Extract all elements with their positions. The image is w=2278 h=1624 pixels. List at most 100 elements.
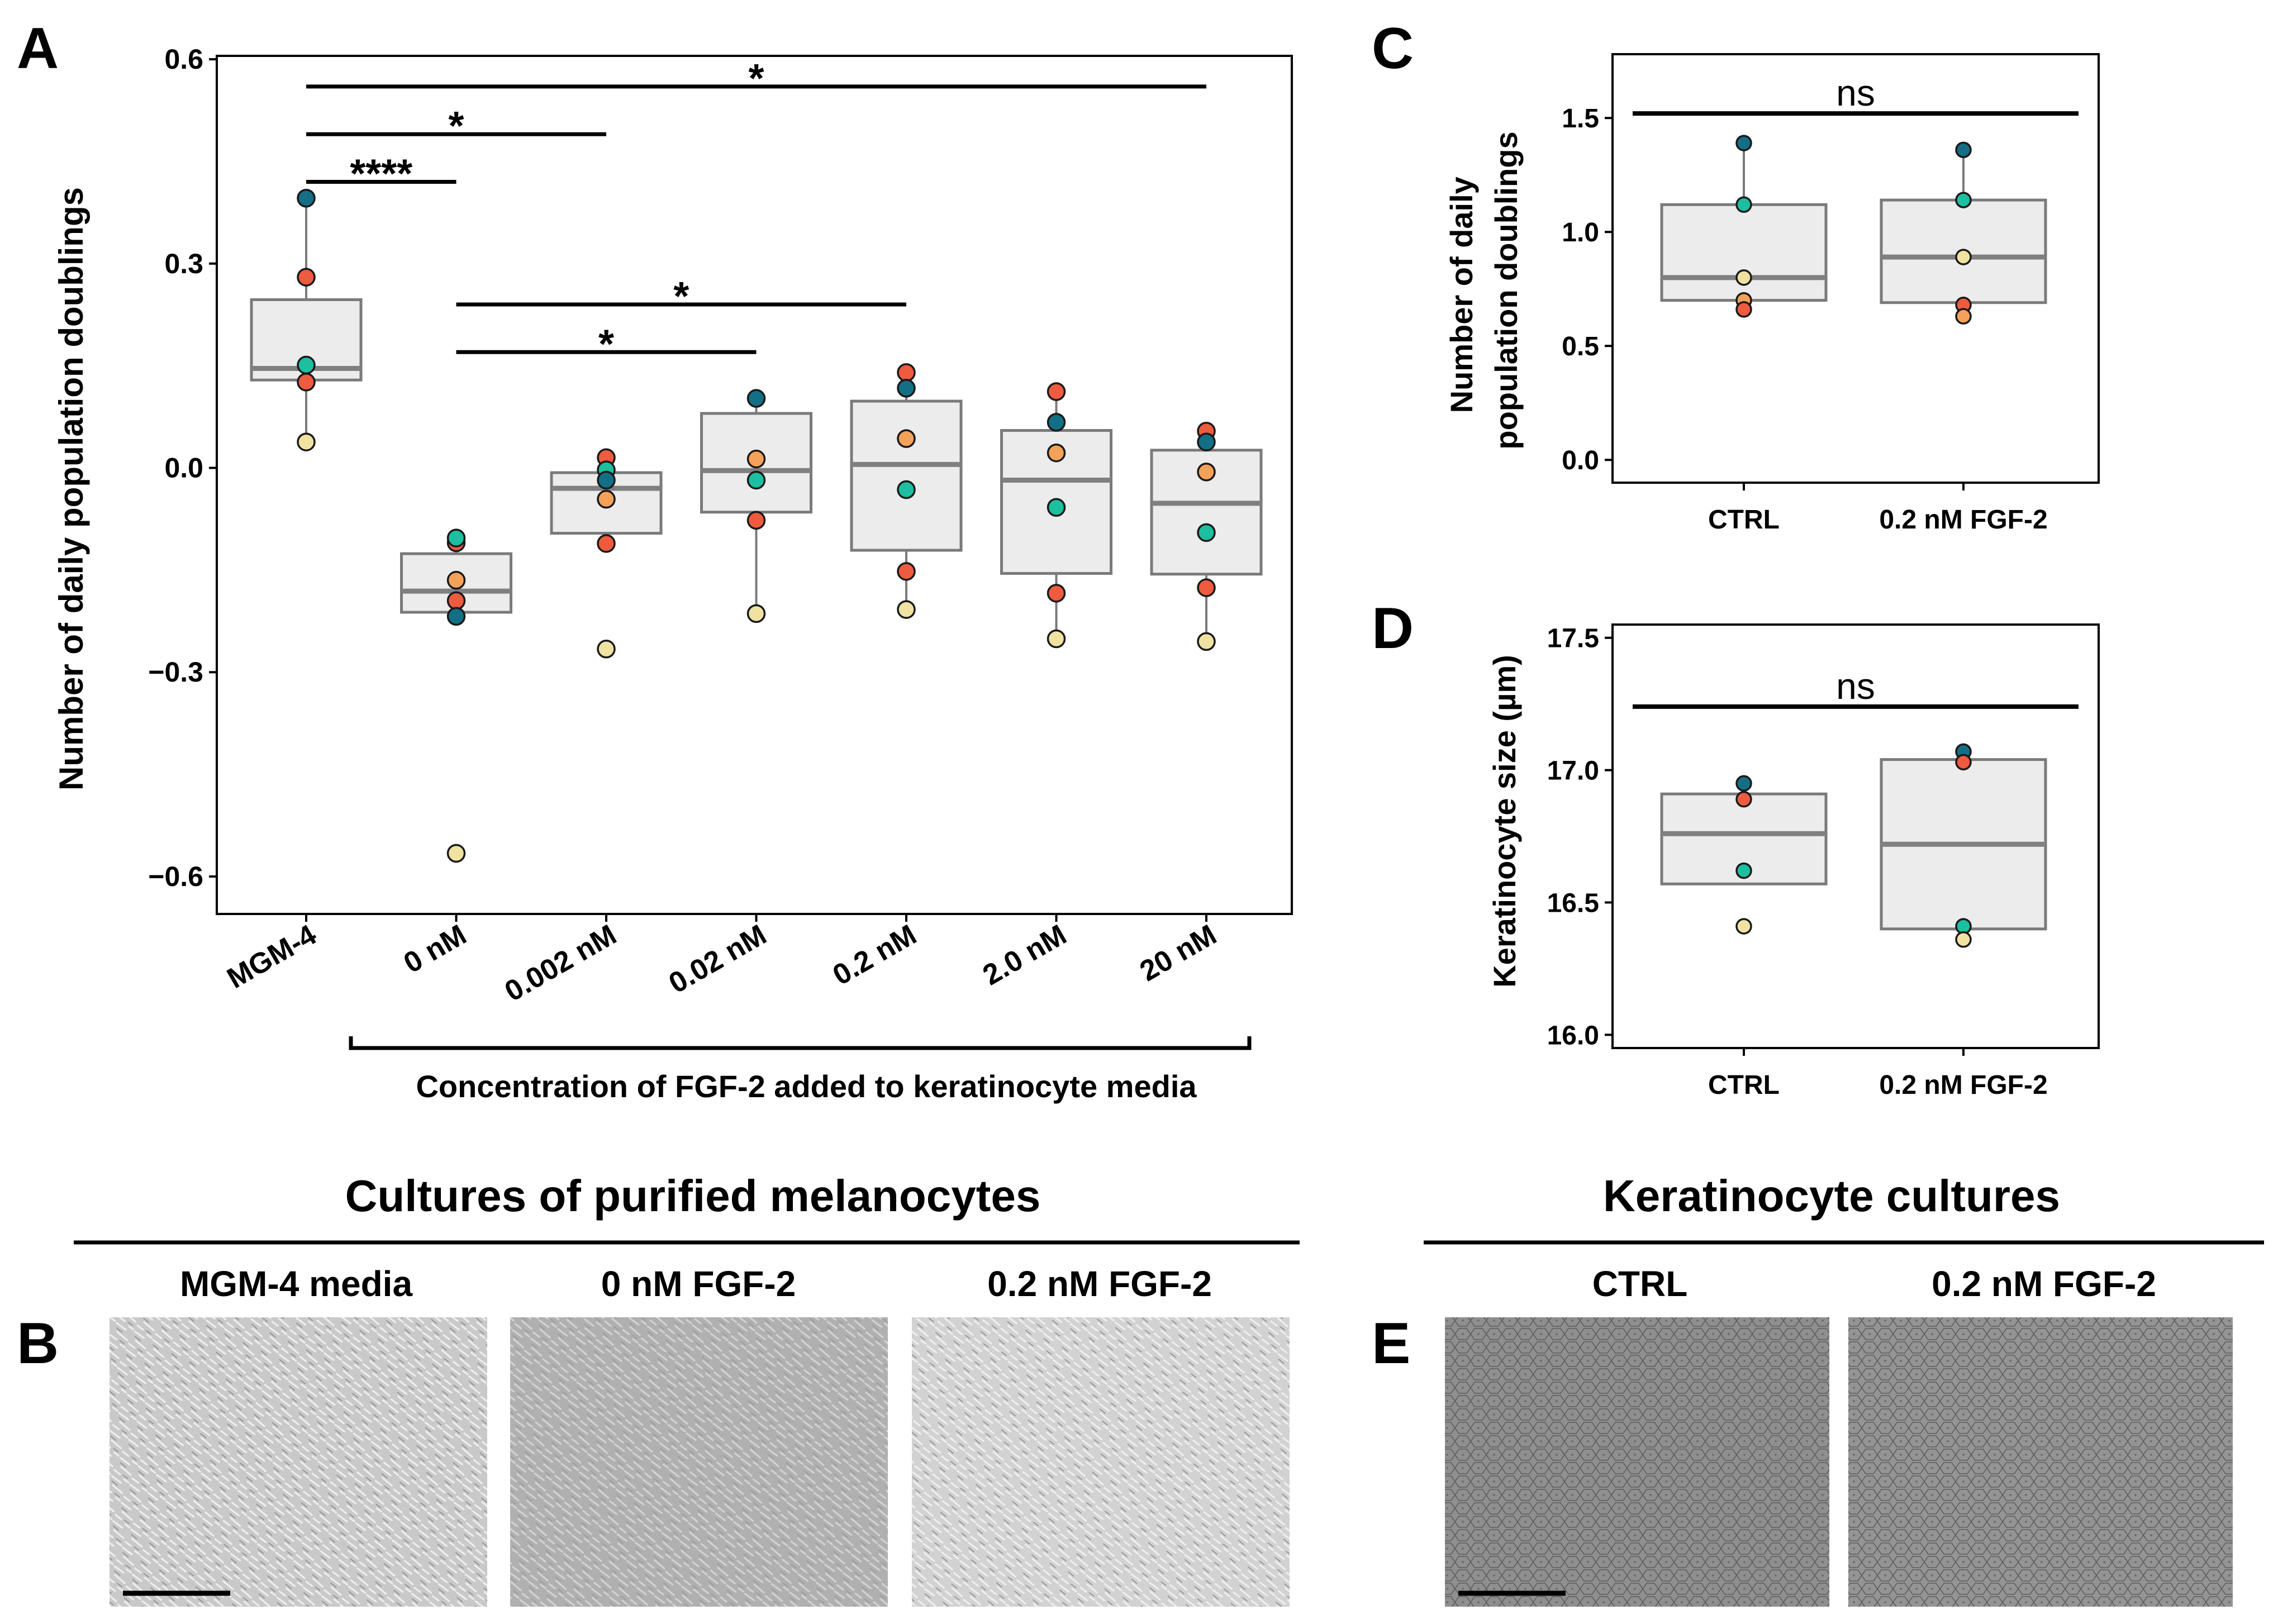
chart-d-data-point [1955,754,1972,771]
panel-e-title: Keratinocyte cultures [1603,1171,2060,1221]
chart-a-significance-label: **** [350,152,412,197]
chart-d-ytick-label: 17.5 [1547,624,1599,654]
chart-a-data-point [297,432,316,451]
panel-d-chart: Keratinocyte size (µm) 16.0 16.5 17.0 17.5 C… [1487,623,2100,1100]
panel-e-label-ctrl: CTRL [1592,1264,1688,1304]
panel-d-ylabel: Keratinocyte size (µm) [1487,655,1522,988]
panel-c-ylabel-line1: Number of daily [1444,177,1479,413]
chart-c-data-point [1735,135,1752,151]
chart-a-data-point [746,604,766,623]
chart-d-ytick-label: 17.0 [1547,756,1599,786]
chart-a-data-point [1047,629,1066,649]
chart-d-xtick-label: 0.2 nM FGF-2 [1879,1070,2047,1100]
panel-a-x-bracket [349,1036,1252,1050]
micrograph-02nm-ker-texture [1848,1317,2233,1607]
chart-c-significance-label: ns [1836,72,1875,113]
panel-a-ylabel: Number of daily population doublings [53,187,90,790]
chart-a-data-point [1197,432,1216,451]
chart-d-xtick-label: CTRL [1708,1070,1780,1100]
chart-c-ytick-label: 0.5 [1562,332,1599,361]
panel-e-label-02nm: 0.2 nM FGF-2 [1932,1264,2156,1304]
chart-a-data-point [746,470,766,490]
chart-d-data-point [1955,931,1972,948]
chart-a-xtick-label: 0.002 nM [500,918,622,1008]
panel-letter-b: B [17,1311,59,1376]
chart-a-data-point [297,189,316,208]
chart-c-ytick-label: 1.5 [1562,104,1599,134]
chart-a-data-point [897,429,916,448]
chart-a-data-point [746,449,766,469]
chart-c-data-point [1955,141,1972,159]
chart-c-ytick-label: 1.0 [1562,218,1599,247]
chart-a-data-point [897,480,916,499]
chart-d-ytick-label: 16.5 [1547,888,1599,918]
chart-a-data-point [897,562,916,581]
micrograph-02nm-texture [912,1317,1290,1607]
chart-a-ytick-label: 0.0 [164,453,203,484]
chart-c-data-point [1735,301,1752,318]
chart-a-data-point [297,373,316,392]
chart-a-significance-label: * [748,56,764,101]
chart-a-data-point [446,607,466,626]
chart-c-data-point [1735,196,1752,213]
panel-a-chart: Number of daily population doublings Con… [53,44,1293,1104]
chart-a-data-point [1197,578,1216,597]
micrograph-mgm4-texture [110,1317,487,1607]
panel-c-ylabel: Number of daily population doublings [1444,131,1524,449]
panel-c-chart: Number of daily population doublings 0.0… [1444,53,2100,535]
chart-a-plot-frame [216,55,1293,915]
chart-a-data-point [597,489,616,509]
chart-a-xtick-label: 20 nM [1134,918,1222,988]
chart-a-significance-label: * [448,104,464,149]
panel-b-label-0nm: 0 nM FGF-2 [601,1264,796,1304]
panel-c-ylabel-line2: population doublings [1488,131,1524,449]
chart-d-data-point [1735,775,1752,792]
chart-d-data-point [1735,918,1752,935]
chart-a-data-point [1197,523,1216,542]
chart-d-significance-label: ns [1836,665,1875,707]
chart-c-xtick-label: CTRL [1708,505,1780,535]
chart-a-data-point [597,470,616,490]
panel-letter-a: A [17,16,59,81]
micrograph-ctrl-texture [1445,1317,1829,1607]
panel-b-micrographs: Cultures of purified melanocytes MGM-4 m… [74,1171,1300,1607]
chart-a-data-point [1047,382,1066,401]
chart-a-data-point [1197,463,1216,482]
chart-c-data-point [1955,308,1972,325]
chart-a-data-point [597,640,616,659]
chart-c-data-point [1735,269,1752,286]
chart-a-data-point [746,389,766,408]
chart-a-data-point [1047,498,1066,517]
panel-e-micrographs: Keratinocyte cultures CTRL 0.2 nM FGF-2 [1424,1171,2264,1607]
chart-c-plot-frame [1611,53,2100,484]
panel-letter-d: D [1372,596,1414,661]
chart-c-ytick-label: 0.0 [1562,446,1599,475]
chart-a-data-point [297,355,316,375]
chart-a-data-point [897,379,916,398]
chart-c-data-point [1955,249,1972,265]
chart-a-ytick-label: −0.3 [148,656,203,688]
chart-c-xtick-label: 0.2 nM FGF-2 [1879,505,2047,535]
chart-a-data-point [446,844,466,863]
chart-a-data-point [897,363,916,382]
chart-d-data-point [1735,790,1752,808]
panel-b-label-mgm4: MGM-4 media [180,1264,412,1304]
chart-a-data-point [1047,443,1066,463]
chart-a-xtick-label: 2.0 nM [977,918,1072,992]
chart-a-xtick-label: MGM-4 [222,918,322,995]
chart-a-significance-label: * [673,274,689,319]
chart-a-box [850,399,963,552]
micrograph-0nm-texture [510,1317,888,1607]
chart-a-data-point [446,528,466,547]
chart-a-data-point [897,600,916,619]
chart-a-data-point [1047,584,1066,603]
chart-a-ytick-label: −0.6 [148,861,203,892]
chart-a-ytick-label: 0.6 [164,44,203,75]
chart-d-plot-frame [1611,623,2100,1049]
chart-a-xtick-label: 0.2 nM [828,918,922,992]
chart-a-data-point [446,570,466,590]
panel-b-label-02nm: 0.2 nM FGF-2 [987,1264,1212,1304]
chart-a-ytick-label: 0.3 [164,248,203,279]
chart-c-box [1660,203,1828,302]
